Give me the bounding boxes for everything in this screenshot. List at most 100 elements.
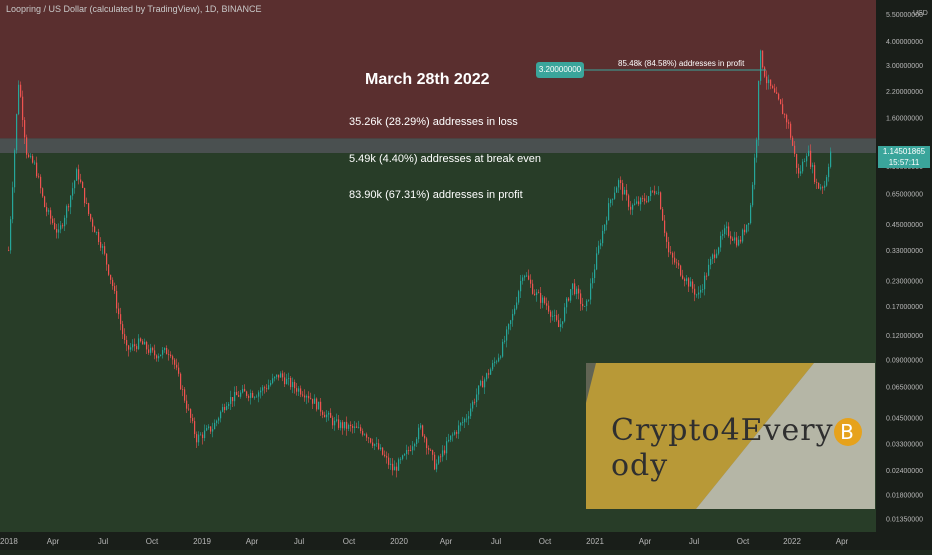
candle-body (150, 347, 152, 353)
candle-body (574, 283, 576, 295)
candle-body (52, 218, 54, 223)
candle-body (816, 182, 818, 183)
bitcoin-icon: B (833, 418, 862, 446)
candle-body (174, 359, 176, 365)
candle-body (14, 150, 16, 188)
candle-body (138, 338, 140, 350)
candle-body (648, 196, 650, 202)
candle-body (314, 398, 316, 404)
candle-body (330, 412, 332, 418)
candle-body (790, 123, 792, 138)
price-axis[interactable]: USD 5.50000000 4.00000000 3.00000000 2.20000… (876, 0, 932, 532)
candle-body (134, 344, 136, 347)
candle-body (342, 422, 344, 429)
candle-body (242, 388, 244, 393)
candle-body (544, 297, 546, 304)
candle-body (12, 187, 14, 220)
candle-body (562, 321, 564, 325)
candle-body (742, 229, 744, 242)
candle-body (656, 193, 658, 194)
candle-body (476, 394, 478, 403)
candle-body (178, 367, 180, 374)
candle-body (100, 242, 102, 248)
candle-body (814, 165, 816, 183)
candle-body (470, 408, 472, 417)
candle-body (104, 246, 106, 254)
candle-body (282, 373, 284, 378)
candle-body (286, 378, 288, 385)
candle-body (460, 422, 462, 426)
candle-body (350, 424, 352, 426)
y-tick-label: 0.17000000 (886, 304, 923, 311)
countdown-timer: 15:57:11 (888, 158, 920, 167)
candle-body (778, 93, 780, 100)
candle-body (392, 463, 394, 471)
candle-body (468, 416, 470, 419)
candle-body (732, 238, 734, 241)
candle-body (386, 456, 388, 458)
chart-title: Loopring / US Dollar (calculated by Trad… (6, 4, 262, 14)
candle-body (596, 253, 598, 270)
candle-body (250, 392, 252, 398)
candle-body (416, 439, 418, 445)
candle-body (440, 456, 442, 458)
x-tick-label: Oct (539, 537, 552, 546)
candle-body (782, 104, 784, 115)
candle-body (578, 288, 580, 294)
candle-body (218, 418, 220, 421)
candle-body (20, 84, 22, 97)
candle-body (40, 176, 42, 189)
candle-body (546, 303, 548, 306)
logo-text-start: Crypto4Every (611, 413, 834, 448)
candle-body (682, 275, 684, 279)
candle-body (448, 439, 450, 442)
candle-body (190, 409, 192, 418)
candle-body (536, 292, 538, 296)
y-tick-label: 2.20000000 (886, 89, 923, 96)
candle-body (248, 395, 250, 398)
candle-body (372, 442, 374, 446)
candle-body (56, 228, 58, 233)
candle-body (74, 180, 76, 189)
candle-body (408, 449, 410, 451)
candle-body (456, 432, 458, 434)
candle-body (552, 315, 554, 317)
candle-body (280, 373, 282, 378)
candle-body (84, 187, 86, 204)
candle-body (794, 145, 796, 154)
candle-body (278, 374, 280, 378)
candle-body (312, 398, 314, 404)
time-axis[interactable]: 2018 Apr Jul Oct 2019 Apr Jul Oct 2020 Apr Jul Oct 2… (0, 532, 876, 550)
candle-body (214, 422, 216, 430)
candle-body (688, 278, 690, 287)
candle-body (764, 67, 766, 77)
candle-body (734, 237, 736, 241)
candle-body (796, 153, 798, 168)
candle-body (292, 382, 294, 388)
candle-body (522, 277, 524, 281)
watermark-logo: Crypto4Every Body (586, 363, 875, 509)
candle-body (770, 79, 772, 86)
candle-body (804, 161, 806, 163)
candle-body (826, 177, 828, 186)
candle-body (542, 297, 544, 303)
candle-body (620, 180, 622, 184)
candle-body (690, 281, 692, 287)
y-tick-label: 0.65000000 (886, 191, 923, 198)
candle-body (660, 192, 662, 210)
candle-body (768, 79, 770, 84)
candle-body (514, 308, 516, 314)
candle-body (702, 289, 704, 291)
annotation-loss: 35.26k (28.29%) addresses in loss (349, 116, 518, 128)
candle-body (572, 283, 574, 290)
candle-body (244, 388, 246, 392)
candle-body (120, 314, 122, 325)
x-tick-label: Apr (47, 537, 60, 546)
candle-body (102, 246, 104, 248)
candle-body (586, 300, 588, 307)
candle-body (294, 382, 296, 389)
candle-body (316, 398, 318, 410)
candle-body (750, 205, 752, 224)
candle-body (338, 419, 340, 428)
